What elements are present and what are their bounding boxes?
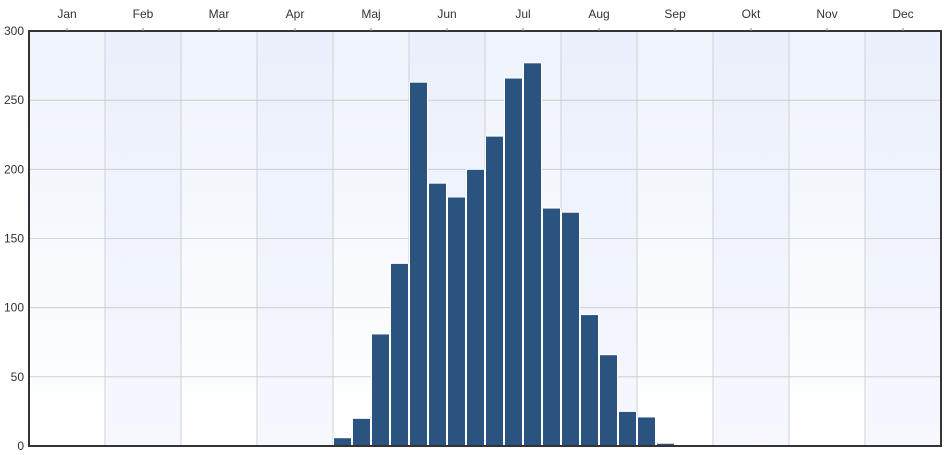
x-tick-label-okt: Okt: [742, 7, 761, 21]
x-tick-label-sep: Sep: [664, 7, 686, 21]
bar-17: [352, 417, 371, 447]
bar-21: [428, 182, 447, 447]
bar-28: [561, 211, 580, 447]
x-tick-label-jan: Jan: [57, 7, 76, 21]
bar-30: [599, 354, 618, 447]
bar-26: [523, 62, 542, 447]
bar-24: [485, 135, 504, 447]
bar-32: [637, 416, 656, 447]
x-tick-label-jun: Jun: [437, 7, 456, 21]
x-tick-label-nov: Nov: [816, 7, 837, 21]
x-tick-label-maj: Maj: [361, 7, 380, 21]
bar-31: [618, 410, 637, 447]
plot-frame: [28, 30, 942, 447]
bar-20: [409, 81, 428, 447]
bars: [333, 62, 770, 447]
y-tick-label-300: 300: [4, 24, 24, 38]
y-tick-label-150: 150: [4, 232, 24, 246]
bar-29: [580, 314, 599, 447]
x-axis-month-labels: Jan Feb Mar Apr Maj Jun Jul Aug Sep Okt Nov Dec: [57, 7, 914, 31]
y-axis-tick-labels: 0 50 100 150 200 250 300: [4, 24, 24, 453]
plot-frame-border: [28, 30, 942, 447]
bar-19: [390, 262, 409, 447]
x-tick-label-mar: Mar: [209, 7, 230, 21]
bar-23: [466, 168, 485, 447]
bar-22: [447, 196, 466, 447]
bar-18: [371, 333, 390, 447]
x-tick-label-apr: Apr: [286, 7, 305, 21]
x-tick-label-feb: Feb: [133, 7, 154, 21]
y-tick-label-250: 250: [4, 93, 24, 107]
y-tick-label-50: 50: [11, 370, 25, 384]
x-tick-label-aug: Aug: [588, 7, 609, 21]
x-tick-label-jul: Jul: [515, 7, 530, 21]
y-tick-label-0: 0: [17, 439, 24, 453]
y-tick-label-100: 100: [4, 301, 24, 315]
bar-27: [542, 207, 561, 447]
bar-16: [333, 437, 352, 447]
y-tick-label-200: 200: [4, 162, 24, 176]
x-tick-label-dec: Dec: [892, 7, 913, 21]
bar-25: [504, 77, 523, 447]
